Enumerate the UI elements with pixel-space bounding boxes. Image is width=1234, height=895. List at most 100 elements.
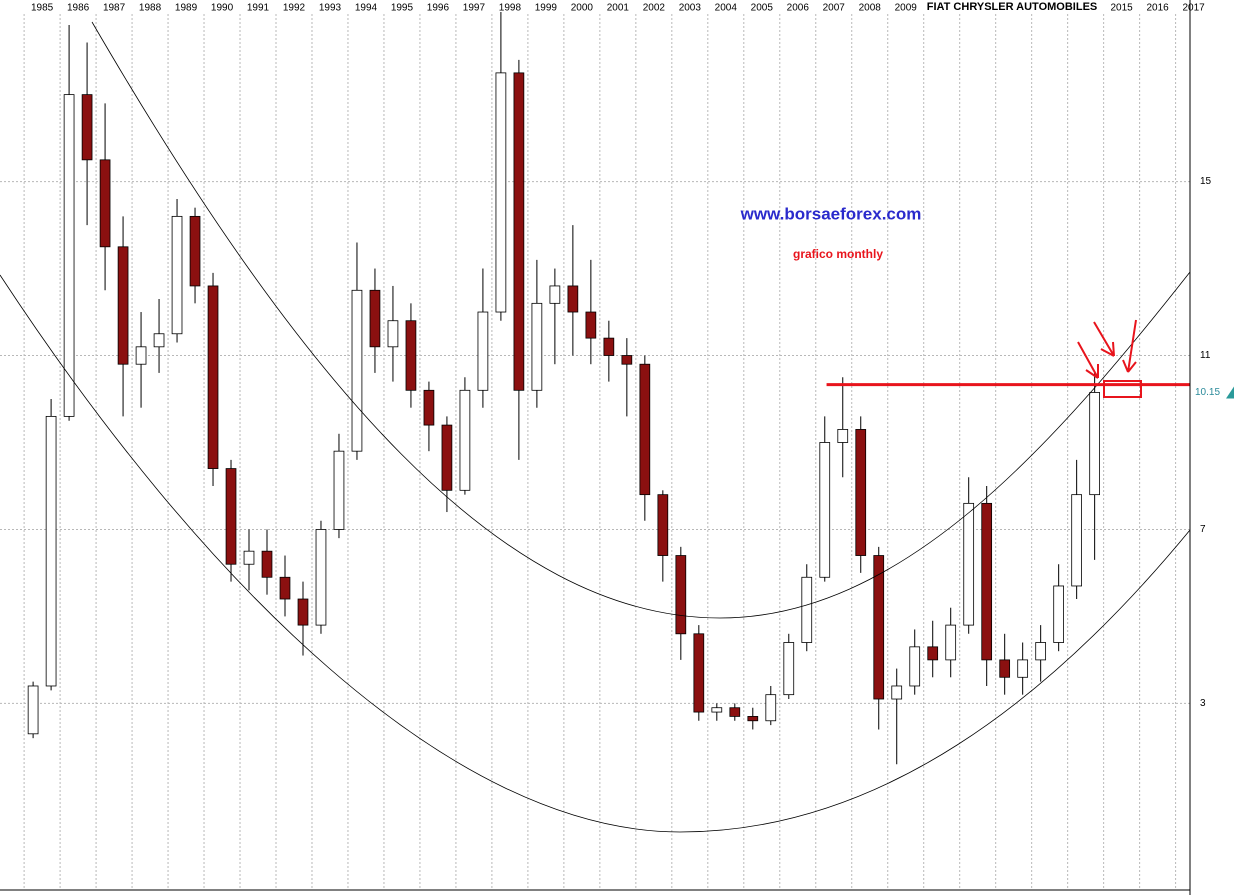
candle-body xyxy=(351,289,363,452)
candle-body xyxy=(1035,642,1047,661)
lower-trend-curve xyxy=(0,274,1191,833)
candle-body xyxy=(963,502,975,626)
candle-body xyxy=(945,624,957,661)
x-tick-label: 1996 xyxy=(427,3,450,14)
candle-body xyxy=(207,285,219,469)
candle-body xyxy=(549,285,561,304)
candle-body xyxy=(1071,494,1082,587)
candle-body xyxy=(423,389,435,426)
candle-body xyxy=(81,94,93,161)
x-tick-label: 2015 xyxy=(1111,3,1134,14)
x-tick-label: 2017 xyxy=(1182,3,1205,14)
x-tick-label: 1992 xyxy=(283,3,306,14)
candle-body xyxy=(873,555,885,700)
candle-body xyxy=(729,707,741,717)
candle-body xyxy=(45,415,57,687)
x-tick-label: 1999 xyxy=(535,3,558,14)
x-tick-label: 1986 xyxy=(67,3,90,14)
candle-body xyxy=(315,529,327,626)
candle-body xyxy=(441,424,453,491)
x-tick-label: 2001 xyxy=(607,3,630,14)
candle-body xyxy=(261,550,273,578)
candle-body xyxy=(585,311,597,339)
x-tick-label: 2016 xyxy=(1146,3,1169,14)
candle-body xyxy=(279,576,291,600)
x-tick-label: 2005 xyxy=(751,3,774,14)
x-tick-label: 2009 xyxy=(895,3,918,14)
candle-body xyxy=(531,302,543,391)
y-tick-label: 3 xyxy=(1200,698,1206,709)
candle-body xyxy=(747,716,759,722)
last-price-marker xyxy=(1226,386,1234,399)
x-tick-label: 1997 xyxy=(463,3,486,14)
highlight-box xyxy=(1103,380,1142,398)
candle-body xyxy=(495,72,507,313)
arrows xyxy=(1077,319,1137,379)
candle-body xyxy=(189,215,201,287)
candle-body xyxy=(891,685,903,700)
candle-body xyxy=(909,646,921,687)
candle-body xyxy=(999,659,1011,678)
x-tick-label: 1985 xyxy=(31,3,54,14)
x-tick-label: 2002 xyxy=(643,3,666,14)
candle-body xyxy=(1089,392,1100,496)
candle-body xyxy=(1017,659,1029,678)
candle-body xyxy=(693,633,705,713)
x-tick-label: 1993 xyxy=(319,3,342,14)
y-tick-label: 11 xyxy=(1200,350,1211,361)
overlay: 10.15 xyxy=(826,383,1234,400)
x-tick-label: 2008 xyxy=(859,3,882,14)
last-price-box xyxy=(1192,385,1230,400)
x-tick-label: 1998 xyxy=(499,3,522,14)
candle-body xyxy=(477,311,489,391)
candle-body xyxy=(711,707,723,713)
y-tick-label: 7 xyxy=(1200,524,1206,535)
x-tick-label: 1989 xyxy=(175,3,198,14)
candle-body xyxy=(99,159,111,248)
candle-body xyxy=(225,468,237,565)
candle-body xyxy=(1053,585,1065,643)
candle-body xyxy=(567,285,579,313)
candle-body xyxy=(675,555,687,635)
x-tick-label: 1995 xyxy=(391,3,414,14)
annotation: www.borsaeforex.com xyxy=(740,204,922,223)
candle-body xyxy=(621,355,633,365)
candle-body xyxy=(153,333,165,348)
candle-body xyxy=(27,685,39,735)
x-tick-label: 1991 xyxy=(247,3,270,14)
x-tick-label: 1994 xyxy=(355,3,378,14)
chart-title: FIAT CHRYSLER AUTOMOBILES xyxy=(927,1,1098,13)
candle-body xyxy=(927,646,939,661)
x-tick-label: 2006 xyxy=(787,3,810,14)
price-bars xyxy=(27,12,1100,765)
candle-body xyxy=(117,246,129,365)
candle-body xyxy=(63,94,75,417)
candle-body xyxy=(513,72,525,391)
candle-body xyxy=(171,215,183,335)
candle-body xyxy=(765,694,777,722)
x-tick-label: 2004 xyxy=(715,3,738,14)
candle-body xyxy=(243,550,255,565)
candle-body xyxy=(297,598,309,626)
annotation: grafico monthly xyxy=(793,247,883,261)
candle-body xyxy=(387,320,399,348)
x-tick-label: 1988 xyxy=(139,3,162,14)
candle-body xyxy=(603,337,615,356)
candle-body xyxy=(459,389,471,491)
candle-body xyxy=(333,450,345,530)
x-tick-label: 1987 xyxy=(103,3,126,14)
candle-body xyxy=(657,494,669,556)
candle-body xyxy=(369,289,381,348)
candle-body xyxy=(837,429,849,443)
candle-body xyxy=(801,576,813,643)
candle-body xyxy=(405,320,417,391)
y-tick-label: 15 xyxy=(1200,176,1212,187)
x-tick-label: 2007 xyxy=(823,3,846,14)
candle-body xyxy=(783,642,795,696)
candle-body xyxy=(981,502,993,661)
candle-body xyxy=(639,363,651,496)
x-tick-label: 1990 xyxy=(211,3,234,14)
upper-trend-curve xyxy=(91,21,1191,619)
